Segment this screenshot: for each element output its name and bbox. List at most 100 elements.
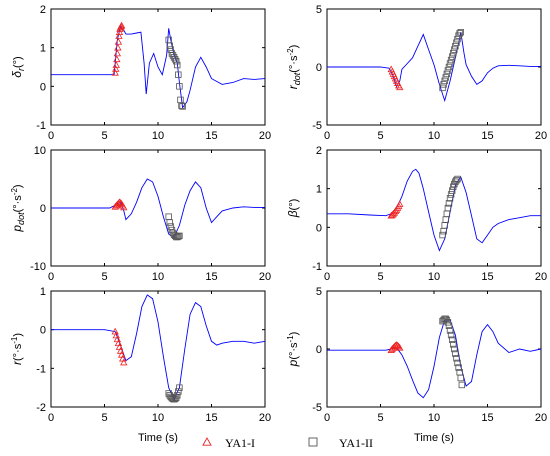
x-tick-label: 20 [259,130,271,142]
y-tick-label: -1 [36,120,46,132]
y-tick-label: -5 [312,120,322,132]
y-tick-label: 10 [34,145,46,157]
point-marker-square [172,394,180,401]
point-marker-triangle [117,21,126,29]
point-marker-square [454,175,461,183]
point-marker-triangle [112,61,120,68]
point-marker-square [174,61,181,69]
x-tick-label: 15 [205,130,217,142]
x-tick-label: 20 [535,412,547,424]
point-marker-square [440,316,447,324]
point-marker-square [457,28,464,36]
series-line [51,178,265,238]
point-marker-square [455,364,462,371]
point-marker-square [450,49,457,57]
point-marker-square [171,232,179,240]
y-tick-label: 0 [40,325,46,337]
point-marker-triangle [114,339,123,347]
y-axis-label: pdot(°·s-2) [10,184,26,232]
point-marker-square [451,46,458,53]
x-axis-label: Time (s) [414,432,454,444]
point-marker-triangle [120,203,128,211]
point-marker-square [165,213,172,220]
point-marker-square [168,50,176,57]
point-marker-square [174,233,181,241]
point-marker-square [448,336,456,343]
y-axis-label: p(°·s-1) [286,332,300,368]
x-tick-label: 10 [152,130,164,142]
x-tick-label: 0 [324,271,330,283]
point-marker-square [443,210,451,217]
y-tick-label: 2 [316,145,322,157]
point-marker-triangle [115,343,124,350]
y-tick-label: -5 [312,402,322,414]
y-axis-label: rdot(°·s-2) [286,45,302,90]
point-marker-square [178,102,185,109]
y-tick-label: 1 [40,286,46,298]
y-tick-label: 0 [40,81,46,93]
point-marker-square [453,39,460,46]
x-tick-label: 10 [428,271,440,283]
point-marker-square [176,232,183,240]
point-marker-square [177,96,184,104]
point-marker-square [452,350,459,357]
point-marker-triangle [114,38,123,45]
point-marker-square [447,191,455,198]
x-tick-label: 0 [48,412,54,424]
point-marker-square [444,204,452,212]
point-marker-square [442,74,449,81]
point-marker-square [446,327,454,334]
point-marker-square [446,60,454,67]
y-tick-label: 0 [316,344,322,356]
point-marker-square [446,195,454,202]
y-axis-label: β(°) [286,199,300,219]
series-line [327,168,541,252]
y-tick-label: -1 [36,363,46,375]
point-marker-square [454,359,461,367]
x-tick-label: 15 [481,271,493,283]
x-tick-label: 0 [48,130,54,142]
y-tick-label: 1 [316,184,322,196]
x-tick-label: 20 [535,271,547,283]
legend-marker-square [308,437,318,447]
point-marker-square [445,322,453,329]
point-marker-triangle [396,344,404,351]
x-tick-label: 10 [428,412,440,424]
y-tick-label: 5 [316,286,322,298]
x-tick-label: 5 [101,130,107,142]
x-tick-label: 20 [535,130,547,142]
point-marker-triangle [113,55,121,63]
x-tick-label: 0 [324,412,330,424]
point-marker-triangle [114,43,122,51]
legend-marker-triangle [202,437,212,446]
x-tick-label: 5 [377,412,383,424]
point-marker-square [443,70,451,78]
y-tick-label: -2 [36,402,46,414]
x-tick-label: 20 [259,271,271,283]
point-marker-square [452,42,459,50]
point-marker-square [165,390,172,397]
x-tick-label: 5 [101,271,107,283]
point-marker-square [455,32,462,39]
point-marker-square [457,374,464,382]
series-line [51,25,266,109]
y-tick-label: 1 [40,43,46,55]
legend-label: YA1-I [225,436,255,450]
point-marker-square [453,176,460,184]
point-marker-square [166,42,173,49]
point-marker-square [169,52,177,59]
point-marker-square [451,180,458,188]
y-tick-label: 0 [316,62,322,74]
point-marker-square [175,233,182,240]
point-marker-square [448,53,456,60]
axes-frame [50,290,266,408]
x-tick-label: 0 [48,271,54,283]
x-tick-label: 15 [205,271,217,283]
series-line [327,319,542,399]
point-marker-square [448,187,456,194]
point-marker-square [447,331,455,339]
x-tick-label: 15 [481,412,493,424]
